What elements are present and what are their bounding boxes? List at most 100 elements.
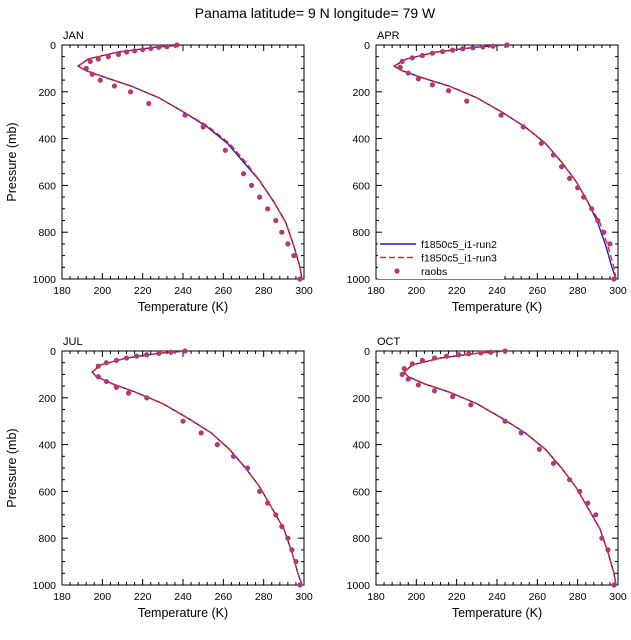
raobs-point	[297, 276, 303, 282]
y-tick-label: 800	[38, 533, 56, 545]
raobs-point	[536, 446, 542, 452]
raobs-point	[577, 488, 583, 494]
raobs-point	[83, 65, 89, 71]
raobs-point	[248, 182, 255, 188]
raobs-point	[611, 276, 617, 282]
chart-panel-jan: JAN 180 200 220 240 260 280 300 0 200 400 600 800 100…	[5, 30, 313, 314]
legend-label: raobs	[421, 266, 447, 278]
raobs-point	[468, 402, 474, 408]
raobs-point	[200, 124, 206, 130]
raobs-point	[289, 547, 295, 553]
raobs-point	[146, 100, 152, 107]
raobs-point	[144, 352, 150, 358]
raobs-point	[415, 76, 421, 82]
raobs-point	[273, 512, 279, 518]
raobs-point	[607, 241, 613, 247]
y-tick-label: 800	[38, 227, 56, 239]
raobs-point	[285, 535, 291, 541]
y-tick-label: 0	[50, 346, 56, 358]
x-tick-label: 280	[255, 285, 273, 297]
raobs-point	[589, 206, 595, 212]
y-tick-label: 0	[364, 40, 370, 52]
raobs-point	[567, 477, 573, 483]
raobs-point	[244, 465, 251, 471]
raobs-point	[297, 582, 303, 588]
x-tick-label: 280	[569, 285, 587, 297]
x-tick-label: 200	[94, 591, 112, 603]
y-tick-label: 1000	[33, 274, 57, 286]
x-tick-label: 280	[569, 591, 587, 603]
y-tick-label: 1000	[33, 580, 57, 592]
raobs-point	[450, 47, 456, 53]
y-tick-label: 800	[352, 533, 370, 545]
raobs-point	[95, 374, 101, 380]
panel-label: OCT	[377, 336, 401, 348]
raobs-point	[174, 42, 180, 48]
raobs-point	[265, 206, 271, 212]
raobs-point	[285, 241, 291, 247]
raobs-point	[240, 171, 247, 177]
raobs-point	[257, 194, 263, 200]
raobs-point	[127, 89, 134, 95]
x-tick-label: 180	[53, 285, 71, 297]
x-tick-label: 200	[408, 591, 426, 603]
raobs-point	[399, 371, 405, 377]
y-tick-label: 200	[38, 87, 56, 99]
y-tick-label: 600	[38, 180, 56, 192]
raobs-point	[95, 56, 101, 62]
raobs-point	[279, 523, 285, 530]
raobs-point	[558, 164, 565, 170]
raobs-point	[470, 45, 476, 51]
y-tick-label: 1000	[347, 274, 371, 286]
raobs-point	[446, 88, 452, 94]
y-tick-label: 400	[352, 134, 370, 146]
y-tick-label: 400	[352, 440, 370, 452]
raobs-point	[89, 71, 95, 77]
raobs-point	[397, 64, 403, 70]
y-tick-label: 200	[352, 87, 370, 99]
raobs-point	[480, 44, 486, 50]
x-tick-label: 260	[529, 285, 547, 297]
series-line-f1850c5_i1-run2	[403, 351, 617, 585]
x-tick-label: 180	[367, 285, 385, 297]
raobs-point	[265, 500, 271, 506]
raobs-point	[581, 194, 587, 200]
raobs-point	[123, 49, 130, 55]
x-tick-label: 300	[295, 591, 313, 603]
raobs-point	[466, 351, 472, 357]
panel-label: JAN	[63, 30, 84, 42]
raobs-point	[405, 70, 411, 76]
chart-panel-apr: APR 180 200 220 240 260 280 300 0 200 400 600 800 100…	[347, 30, 627, 314]
x-tick-label: 300	[609, 591, 627, 603]
x-tick-label: 180	[367, 591, 385, 603]
series-line-f1850c5_i1-run3	[403, 351, 617, 585]
y-tick-label: 200	[38, 393, 56, 405]
raobs-point	[123, 355, 130, 361]
y-tick-label: 600	[38, 486, 56, 498]
x-tick-label: 280	[255, 591, 273, 603]
raobs-point	[156, 350, 162, 356]
x-tick-label: 220	[134, 591, 152, 603]
series-raobs	[95, 348, 303, 588]
legend-label: f1850c5_i1-run2	[421, 239, 497, 251]
y-tick-label: 800	[352, 227, 370, 239]
raobs-point	[182, 112, 188, 118]
raobs-point	[273, 217, 279, 224]
raobs-point	[103, 360, 109, 366]
raobs-point	[415, 382, 421, 388]
series-line-f1850c5_i1-run3	[91, 351, 303, 585]
raobs-point	[182, 348, 188, 354]
legend-marker-raobs	[394, 268, 400, 274]
raobs-point	[575, 185, 581, 191]
panel-label: JUL	[63, 336, 83, 348]
raobs-point	[140, 47, 146, 53]
chart-panel-oct: OCT 180 200 220 240 260 280 300 0 200 400 600 800 100…	[347, 336, 627, 620]
raobs-point	[405, 376, 411, 382]
raobs-point	[257, 488, 263, 494]
raobs-point	[538, 140, 544, 146]
raobs-point	[111, 83, 118, 89]
raobs-point	[601, 229, 607, 235]
figure-title: Panama latitude= 9 N longitude= 79 W	[195, 5, 436, 21]
x-tick-label: 240	[488, 591, 506, 603]
raobs-point	[134, 353, 140, 359]
